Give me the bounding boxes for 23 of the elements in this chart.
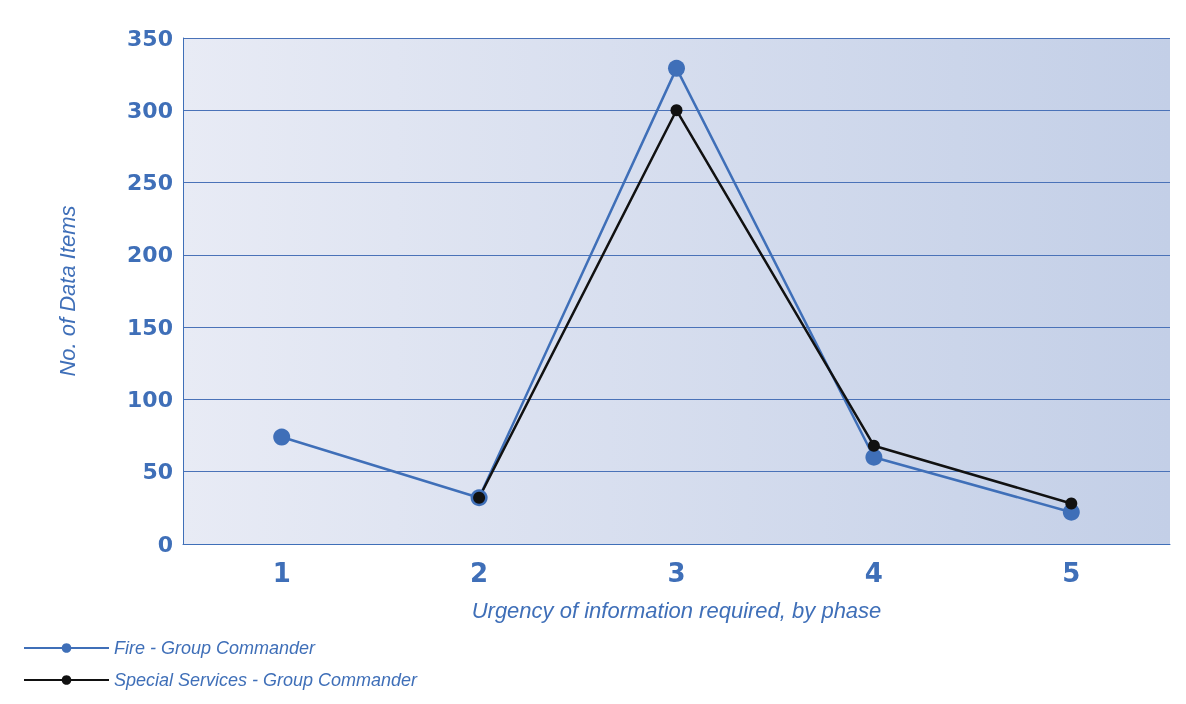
y-tick-label: 50 — [142, 459, 173, 485]
y-axis-title: No. of Data Items — [54, 205, 80, 377]
legend-label: Fire - Group Commander — [114, 638, 317, 658]
y-tick-label: 350 — [127, 25, 173, 51]
x-tick-label: 4 — [864, 558, 883, 588]
y-tick-label: 0 — [157, 531, 173, 557]
point — [668, 59, 685, 77]
y-tick-label: 150 — [127, 314, 173, 340]
point — [1065, 497, 1078, 510]
point — [670, 104, 683, 117]
y-tick-label: 200 — [127, 242, 173, 268]
point — [867, 439, 880, 452]
y-tick-label: 300 — [127, 97, 173, 123]
point — [273, 428, 291, 446]
x-tick-label: 5 — [1062, 558, 1081, 588]
x-tick-label: 2 — [470, 558, 489, 588]
point — [865, 448, 883, 466]
x-axis-title: Urgency of information required, by phase — [471, 597, 882, 623]
x-tick-label: 3 — [667, 558, 686, 588]
x-tick-label: 1 — [272, 558, 291, 588]
y-tick-label: 250 — [127, 170, 173, 196]
legend-label: Special Services - Group Commander — [114, 670, 419, 690]
y-tick-label: 100 — [127, 386, 173, 412]
